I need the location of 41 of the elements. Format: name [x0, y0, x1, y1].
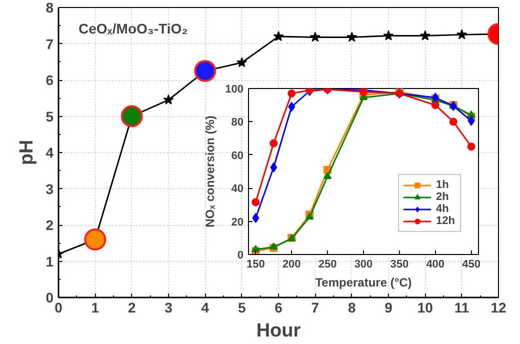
x-tick-label: 8 [348, 300, 356, 316]
x-tick-label: 450 [462, 258, 480, 270]
x-tick-label: 200 [282, 258, 301, 270]
y-tick-label: 5 [46, 108, 54, 124]
legend-label: 2h [436, 191, 450, 203]
y-tick-label: 0 [46, 290, 54, 306]
x-tick-label: 3 [164, 300, 173, 316]
y-axis-title: NOₓ conversion (%) [203, 116, 218, 228]
x-tick-label: 10 [417, 300, 434, 316]
y-axis-title: pH [16, 140, 38, 166]
x-tick-label: 11 [454, 300, 470, 316]
legend-label: 4h [436, 203, 450, 215]
y-tick-label: 3 [46, 180, 54, 197]
y-tick-label: 100 [225, 84, 244, 96]
y-tick-label: 4 [46, 144, 54, 160]
y-tick-label: 6 [46, 72, 54, 88]
y-tick-label: 80 [231, 116, 244, 129]
x-tick-label: 4 [201, 300, 210, 316]
legend-label: 1h [436, 179, 450, 191]
annotation: CeOₓ/MoO₃-TiO₂ [78, 20, 188, 36]
x-tick-label: 400 [426, 258, 445, 270]
y-tick-label: 20 [231, 216, 244, 228]
x-tick-label: 250 [318, 258, 337, 270]
x-tick-label: 6 [274, 300, 283, 316]
y-tick-label: 7 [46, 36, 54, 52]
y-tick-label: 8 [46, 0, 54, 16]
y-tick-label: 2 [46, 217, 54, 233]
x-tick-label: 7 [311, 300, 320, 316]
x-tick-label: 150 [246, 258, 265, 270]
x-tick-label: 350 [390, 258, 409, 270]
x-tick-label: 12 [490, 300, 506, 316]
legend-label: 12h [436, 215, 456, 227]
y-tick-label: 60 [231, 150, 244, 162]
x-tick-label: 9 [384, 300, 393, 316]
x-tick-label: 2 [128, 300, 136, 316]
x-axis-title: Temperature (°C) [315, 276, 412, 290]
x-tick-label: 1 [91, 300, 100, 316]
x-axis-title: Hour [256, 320, 302, 342]
y-tick-label: 0 [237, 250, 244, 262]
x-tick-label: 300 [354, 258, 373, 270]
y-tick-label: 40 [231, 183, 244, 196]
